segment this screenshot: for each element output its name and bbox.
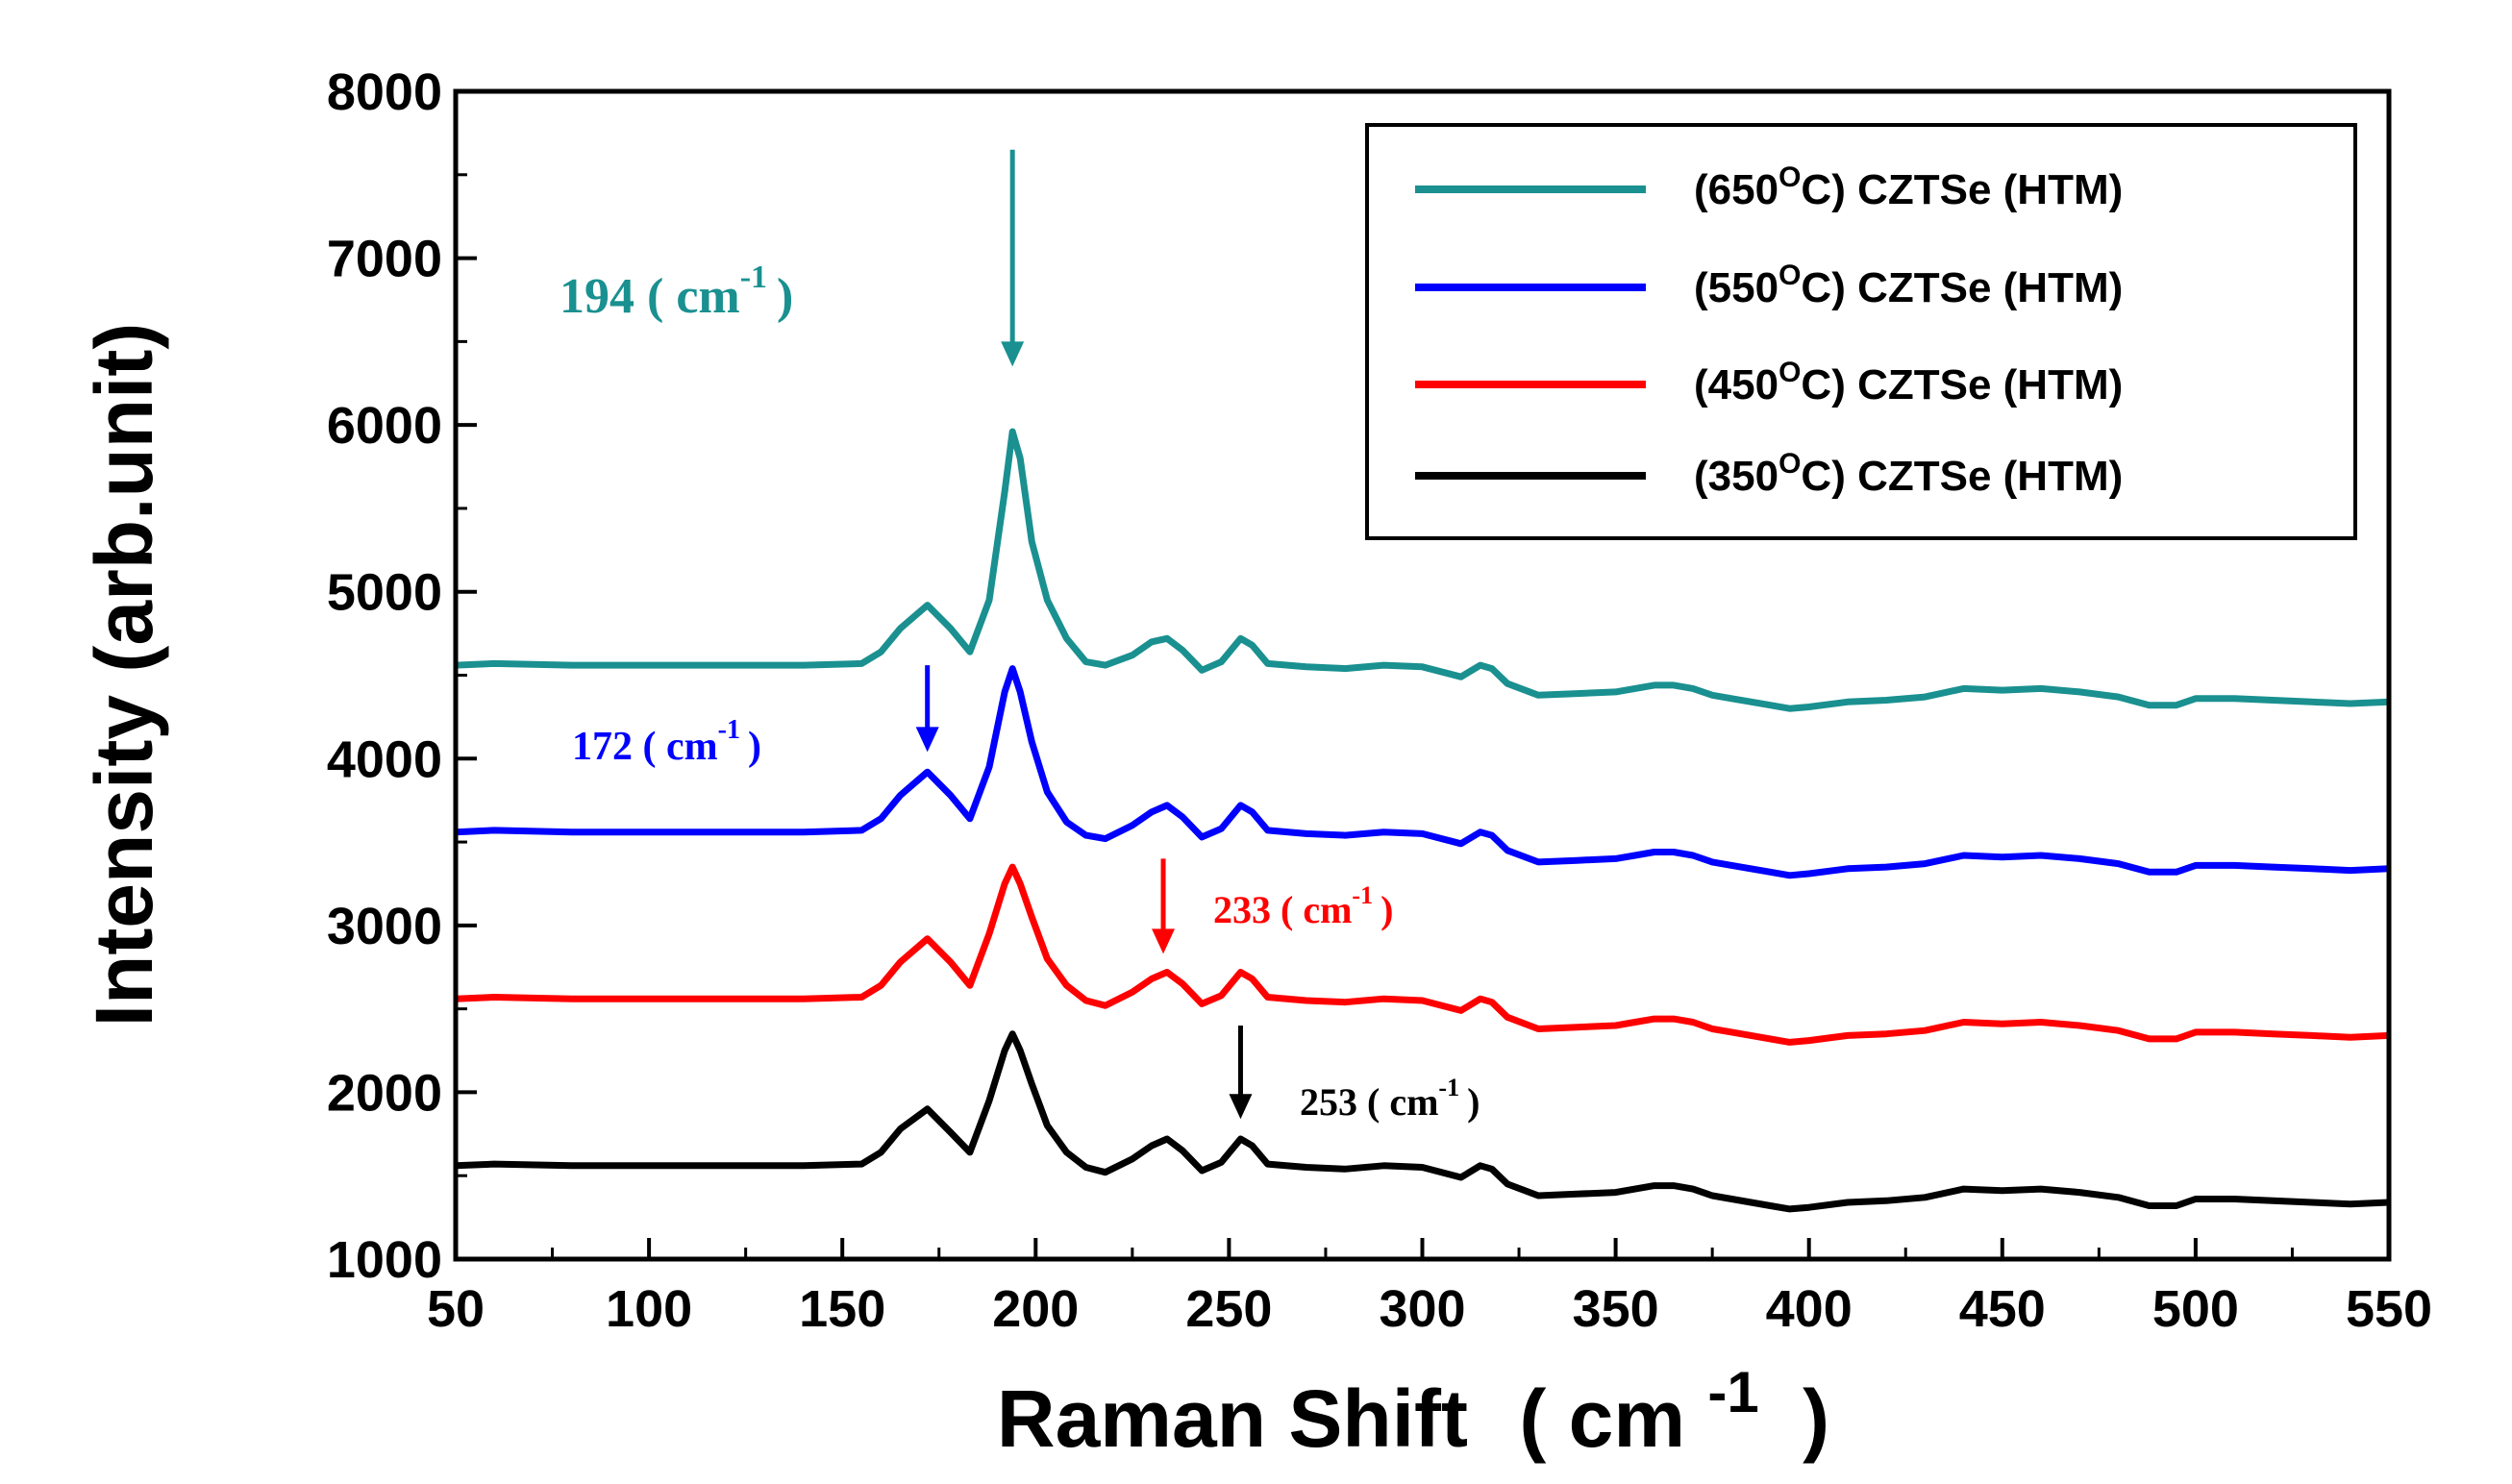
arrows-layer [915,149,1253,1120]
ann-253-arrow-head [1229,1094,1253,1120]
legend-entry-550: (550OC) CZTSe (HTM) [1415,260,2123,311]
legend-label-350: (350OC) CZTSe (HTM) [1694,448,2123,500]
y-tick-label-7000: 7000 [327,231,442,288]
x-axis-title-unit-sup: -1 [1707,1360,1758,1424]
series-line-3 [456,1030,2389,1213]
ticks-layer: 50 100 150 200 250 300 350 400 450 500 550 1000 2000… [327,63,2432,1338]
legend-box [1365,123,2357,540]
annotation-194-label: 194 ( cm-1) [560,260,793,324]
series-line-0 [456,428,2389,712]
series-layer [456,428,2389,1213]
y-tick-label-8000: 8000 [327,63,442,121]
x-tick-label-250: 250 [1185,1280,1272,1338]
y-axis-title: Intensity (arb.unit) [79,323,169,1027]
legend-label-450: (450OC) CZTSe (HTM) [1694,357,2123,408]
x-tick-label-500: 500 [2152,1280,2239,1338]
ann-172-arrow-head [915,727,939,753]
annotation-253-label: 253 ( cm-1) [1300,1074,1480,1124]
x-axis-title-main: Raman Shift [997,1373,1468,1464]
legend-label-550: (550OC) CZTSe (HTM) [1694,260,2123,311]
x-axis-title-unit: ( cm [1519,1373,1685,1464]
y-tick-label-4000: 4000 [327,730,442,788]
x-axis-title: Raman Shift ( cm -1 ) [997,1339,1829,1464]
x-tick-label-200: 200 [992,1280,1079,1338]
x-axis-title-unit-close: ) [1803,1373,1829,1464]
y-tick-label-3000: 3000 [327,898,442,955]
series-line-2 [456,863,2389,1046]
y-tick-label-6000: 6000 [327,397,442,455]
x-tick-label-50: 50 [427,1280,485,1338]
x-tick-label-400: 400 [1766,1280,1853,1338]
x-tick-label-450: 450 [1959,1280,2046,1338]
annotation-233-label: 233 ( cm-1) [1213,881,1393,931]
x-tick-label-300: 300 [1379,1280,1465,1338]
x-tick-label-550: 550 [2346,1280,2432,1338]
legend-label-650: (650OC) CZTSe (HTM) [1694,161,2123,213]
x-tick-label-100: 100 [606,1280,692,1338]
x-tick-label-350: 350 [1573,1280,1659,1338]
y-tick-label-1000: 1000 [327,1231,442,1289]
series-line-1 [456,665,2389,879]
legend-entry-650: (650OC) CZTSe (HTM) [1415,161,2123,213]
x-tick-label-150: 150 [799,1280,885,1338]
legend-entry-350: (350OC) CZTSe (HTM) [1415,448,2123,500]
ann-194-arrow-head [1001,341,1025,367]
y-tick-label-2000: 2000 [327,1064,442,1122]
legend-entry-450: (450OC) CZTSe (HTM) [1415,357,2123,408]
legend: (650OC) CZTSe (HTM) (550OC) CZTSe (HTM) … [1365,123,2357,540]
annotation-172-label: 172 ( cm-1) [572,715,761,769]
y-tick-label-5000: 5000 [327,564,442,622]
ann-233-arrow-head [1152,928,1176,954]
